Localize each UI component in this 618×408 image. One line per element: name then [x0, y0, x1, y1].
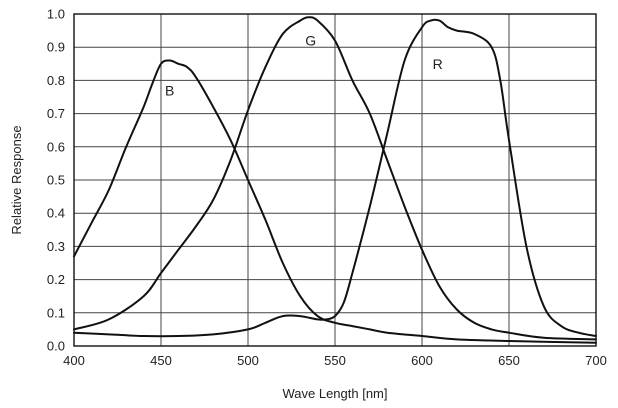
x-tick-label: 650	[498, 353, 520, 368]
curve-label-r: R	[433, 56, 443, 72]
x-tick-label: 400	[63, 353, 85, 368]
tick-labels: 400 450 500 550 600 650 700 0.0 0.1 0.2 0.3 0.4 0.5 0…	[47, 7, 607, 369]
curve-g	[73, 16, 597, 341]
y-tick-label: 0.1	[47, 305, 65, 320]
x-tick-label: 450	[150, 353, 172, 368]
y-tick-label: 0.8	[47, 73, 65, 88]
y-tick-label: 0.0	[47, 339, 65, 354]
y-tick-label: 1.0	[47, 7, 65, 22]
response-curves	[73, 16, 597, 344]
x-tick-label: 600	[411, 353, 433, 368]
grid-lines	[74, 14, 596, 346]
y-tick-label: 0.2	[47, 272, 65, 287]
x-tick-label: 700	[585, 353, 607, 368]
y-tick-label: 0.9	[47, 40, 65, 55]
x-tick-label: 500	[237, 353, 259, 368]
y-axis-title: Relative Response	[9, 125, 24, 234]
y-tick-label: 0.4	[47, 206, 65, 221]
curve-b	[73, 59, 597, 344]
curve-r	[73, 18, 597, 338]
curve-labels: B G R	[165, 33, 443, 99]
y-tick-label: 0.6	[47, 139, 65, 154]
y-tick-label: 0.3	[47, 239, 65, 254]
y-tick-label: 0.5	[47, 173, 65, 188]
x-axis-title: Wave Length [nm]	[282, 386, 387, 401]
curve-label-b: B	[165, 82, 174, 98]
x-tick-label: 550	[324, 353, 346, 368]
y-tick-label: 0.7	[47, 106, 65, 121]
plot-frame	[73, 13, 597, 347]
curve-label-g: G	[305, 33, 316, 49]
